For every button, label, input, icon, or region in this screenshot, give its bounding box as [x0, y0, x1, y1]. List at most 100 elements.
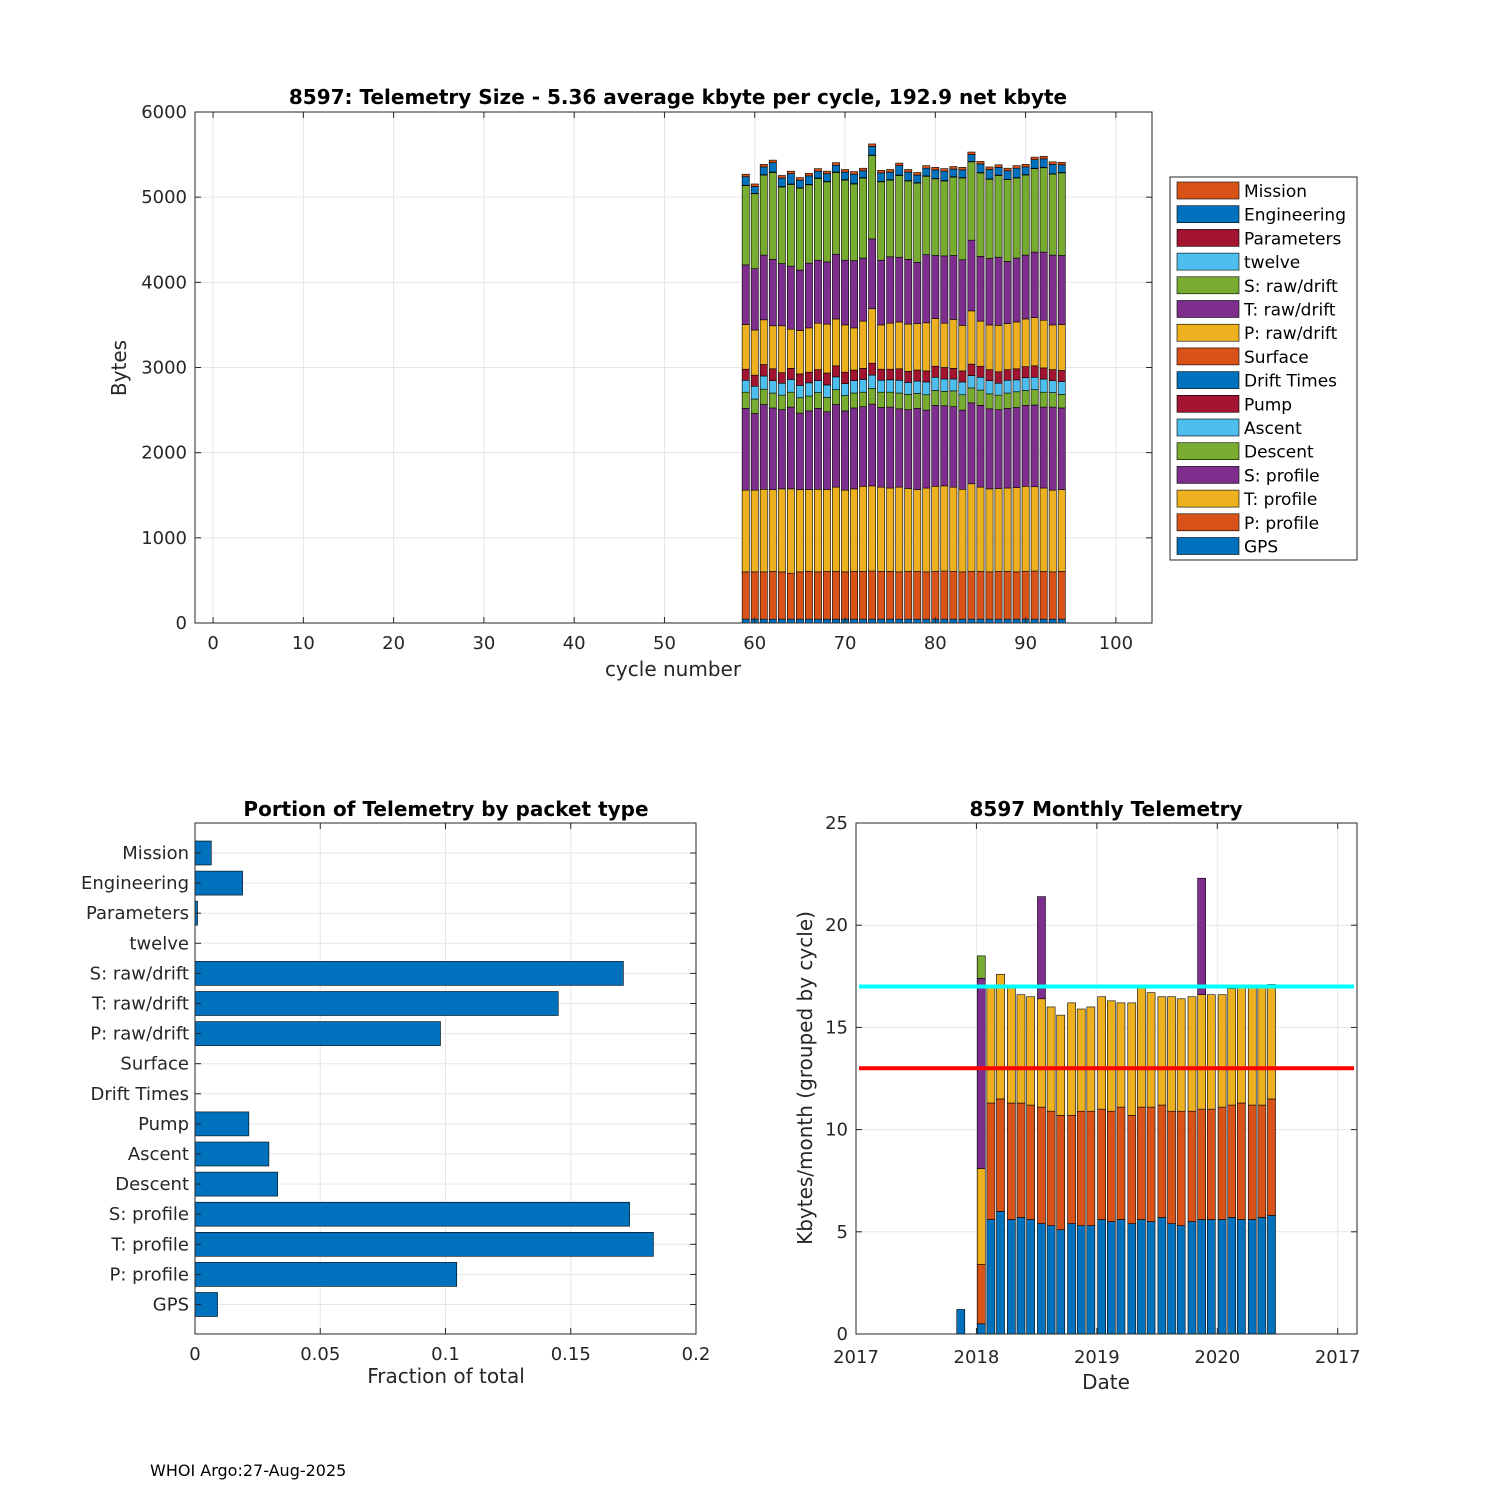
p1-bar-segment: [850, 183, 858, 261]
p1-bar-segment: [994, 256, 1003, 326]
p1-bar-segment: [777, 382, 786, 396]
p1-bar-segment: [768, 618, 777, 624]
p3-plot-area: [856, 823, 1357, 1334]
p1-bar-segment: [913, 571, 922, 620]
p1-bar-segment: [913, 262, 922, 324]
legend-label: twelve: [1244, 253, 1300, 273]
p2-bar: [194, 1232, 654, 1257]
p1-bar-segment: [895, 408, 904, 488]
p1-bar-segment: [940, 170, 949, 181]
p1-bar-segment: [940, 570, 949, 620]
p1-bar-segment: [958, 259, 967, 326]
p1-bar-segment: [1003, 369, 1012, 381]
p1-bar-segment: [994, 394, 1003, 410]
p1-bar-segment: [967, 387, 976, 404]
p1-bar-segment: [859, 391, 868, 407]
p1-bar-segment: [922, 394, 931, 411]
p1-bar-segment: [886, 391, 895, 408]
p1-bar-segment: [777, 409, 786, 490]
p1-bar-segment: [895, 571, 904, 620]
legend-swatch: [1176, 418, 1240, 437]
p1-bar-segment: [786, 406, 795, 490]
p1-bar-segment: [904, 382, 913, 395]
p1-bar-segment: [1012, 257, 1021, 323]
p1-bar-segment: [931, 169, 940, 179]
p3-bar-segment: [1257, 986, 1267, 1106]
p1-bar-segment: [958, 177, 967, 261]
p1-bar-segment: [786, 379, 795, 393]
p1-bar-segment: [805, 371, 813, 384]
p1-bar-segment: [994, 167, 1003, 176]
p1-bar-segment: [1057, 407, 1066, 491]
p1-bar-segment: [823, 411, 831, 491]
p1-y-tick-label: 2000: [141, 443, 187, 464]
p1-bar-segment: [931, 178, 940, 256]
p3-bar-segment: [986, 986, 996, 1104]
p1-bar-segment: [1012, 618, 1021, 624]
p1-bar-segment: [976, 365, 985, 378]
p3-bar-segment: [1227, 1104, 1237, 1218]
p2-category-label: T: profile: [110, 1234, 189, 1255]
p1-bar-segment: [958, 381, 967, 396]
p1-bar-segment: [805, 395, 813, 412]
p1-bar-segment: [841, 324, 849, 373]
p1-bar-segment: [1021, 174, 1030, 256]
p1-bar-segment: [832, 162, 840, 166]
p1-bar-segment: [1021, 166, 1030, 175]
p1-bar-segment: [814, 571, 822, 620]
p3-bar-segment: [1067, 1223, 1076, 1335]
p2-x-tick-label: 0: [189, 1344, 200, 1365]
p1-bar-segment: [949, 390, 958, 407]
p3-bar-segment: [976, 955, 986, 979]
p1-bar-segment: [1012, 177, 1021, 259]
p1-bar-segment: [967, 161, 976, 241]
p1-bar-segment: [768, 159, 777, 163]
p1-bar-segment: [795, 330, 804, 375]
p1-bar-segment: [750, 193, 759, 270]
p1-bar-segment: [877, 170, 886, 174]
p1-bar-segment: [985, 169, 994, 180]
p1-bar-segment: [795, 187, 804, 271]
p1-bar-segment: [967, 483, 976, 572]
legend-label: Ascent: [1244, 419, 1302, 439]
p1-bar-segment: [1012, 368, 1021, 381]
p2-category-label: Descent: [115, 1174, 189, 1195]
p3-bar-segment: [1176, 998, 1186, 1112]
p3-bar-segment: [1097, 996, 1106, 1110]
p3-bar-segment: [976, 1323, 986, 1335]
p3-x-tick-label: 2019: [1074, 1347, 1120, 1368]
p1-bar-segment: [886, 322, 895, 370]
p2-xlabel: Fraction of total: [367, 1364, 525, 1388]
p1-bar-segment: [877, 407, 886, 488]
p3-bar-segment: [1046, 1110, 1056, 1226]
p1-bar-segment: [904, 259, 913, 325]
p1-bar-segment: [1021, 571, 1030, 620]
p1-bar-segment: [777, 618, 786, 624]
p3-bar-segment: [1127, 1002, 1137, 1116]
p1-bar-segment: [741, 379, 750, 393]
p1-bar-segment: [841, 410, 849, 491]
p1-bar-segment: [786, 618, 795, 624]
p1-bar-segment: [850, 369, 858, 382]
p1-bar-segment: [1039, 391, 1048, 408]
p1-bar-segment: [1048, 571, 1057, 620]
p1-bar-segment: [967, 363, 976, 376]
p3-bar-segment: [1146, 992, 1156, 1108]
p3-bar-segment: [1247, 986, 1257, 1106]
p1-bar-segment: [1021, 377, 1030, 391]
p1-bar-segment: [759, 375, 768, 390]
p3-bar-segment: [1127, 1223, 1137, 1335]
p1-bar-segment: [786, 488, 795, 574]
p1-x-tick-label: 20: [382, 633, 405, 654]
p1-x-tick-label: 90: [1014, 633, 1037, 654]
p1-bar-segment: [958, 167, 967, 171]
p2-category-label: GPS: [153, 1295, 189, 1316]
p2-x-tick-label: 0.2: [682, 1344, 711, 1365]
p1-bar-segment: [940, 485, 949, 572]
p1-bar-segment: [1021, 405, 1030, 487]
p3-bar-segment: [1237, 1102, 1246, 1220]
p1-bar-segment: [931, 318, 940, 367]
p1-bar-segment: [777, 571, 786, 620]
p1-bar-segment: [1012, 165, 1021, 169]
